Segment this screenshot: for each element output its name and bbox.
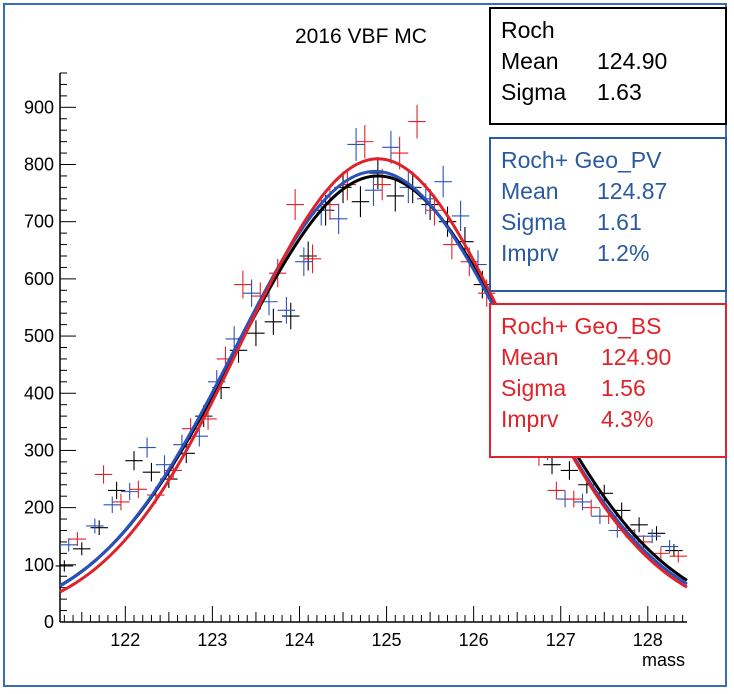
stats-box-geo-pv: Roch+ Geo_PV Mean 124.87 Sigma 1.61 Imprv 1… [489, 137, 727, 292]
stats-label: Roch+ Geo_PV [501, 147, 662, 173]
plot-canvas: 122 123 124 125 126 127 128 0 100 200 300 400 500 600… [24, 72, 688, 670]
x-tick-label: 128 [633, 630, 663, 650]
y-tick-label: 500 [24, 326, 54, 346]
y-tick-label: 600 [24, 269, 54, 289]
stats-key: Mean [501, 178, 559, 204]
fit-curve-2 [59, 157, 688, 594]
stats-key: Sigma [501, 375, 567, 401]
stats-sigma-value: 1.61 [597, 209, 642, 235]
stats-key: Mean [501, 344, 559, 370]
x-tick-label: 125 [372, 630, 402, 650]
stats-imprv-value: 4.3% [601, 406, 654, 432]
stats-key: Imprv [501, 240, 559, 266]
x-axis-label: mass [642, 650, 685, 670]
y-tick-label: 0 [44, 612, 54, 632]
stats-sigma-value: 1.63 [597, 79, 642, 105]
stats-key: Mean [501, 48, 559, 74]
stats-mean-value: 124.90 [601, 344, 672, 370]
chart-title: 2016 VBF MC [295, 25, 427, 48]
chart-frame: 122 123 124 125 126 127 128 0 100 200 300 400 500 600… [3, 3, 727, 687]
y-tick-label: 800 [24, 155, 54, 175]
x-tick-label: 126 [459, 630, 489, 650]
stats-key: Sigma [501, 209, 567, 235]
y-tick-label: 100 [24, 555, 54, 575]
stats-box-geo-bs: Roch+ Geo_BS Mean 124.90 Sigma 1.56 Imprv 4… [489, 303, 727, 458]
y-tick-label: 900 [24, 97, 54, 117]
stats-imprv-value: 1.2% [597, 240, 650, 266]
y-tick-label: 300 [24, 440, 54, 460]
stats-key: Imprv [501, 406, 559, 432]
y-tick-label: 200 [24, 498, 54, 518]
stats-key: Sigma [501, 79, 567, 105]
stats-box-roch: Roch Mean 124.90 Sigma 1.63 [489, 7, 727, 125]
stats-label: Roch+ Geo_BS [501, 313, 662, 339]
y-tick-label: 400 [24, 383, 54, 403]
stats-label: Roch [501, 17, 555, 43]
stats-mean-value: 124.90 [597, 48, 668, 74]
stats-mean-value: 124.87 [597, 178, 668, 204]
x-tick-label: 127 [546, 630, 576, 650]
x-tick-label: 122 [110, 630, 140, 650]
y-tick-label: 700 [24, 212, 54, 232]
x-tick-label: 123 [197, 630, 227, 650]
x-tick-label: 124 [284, 630, 314, 650]
stats-sigma-value: 1.56 [601, 375, 646, 401]
